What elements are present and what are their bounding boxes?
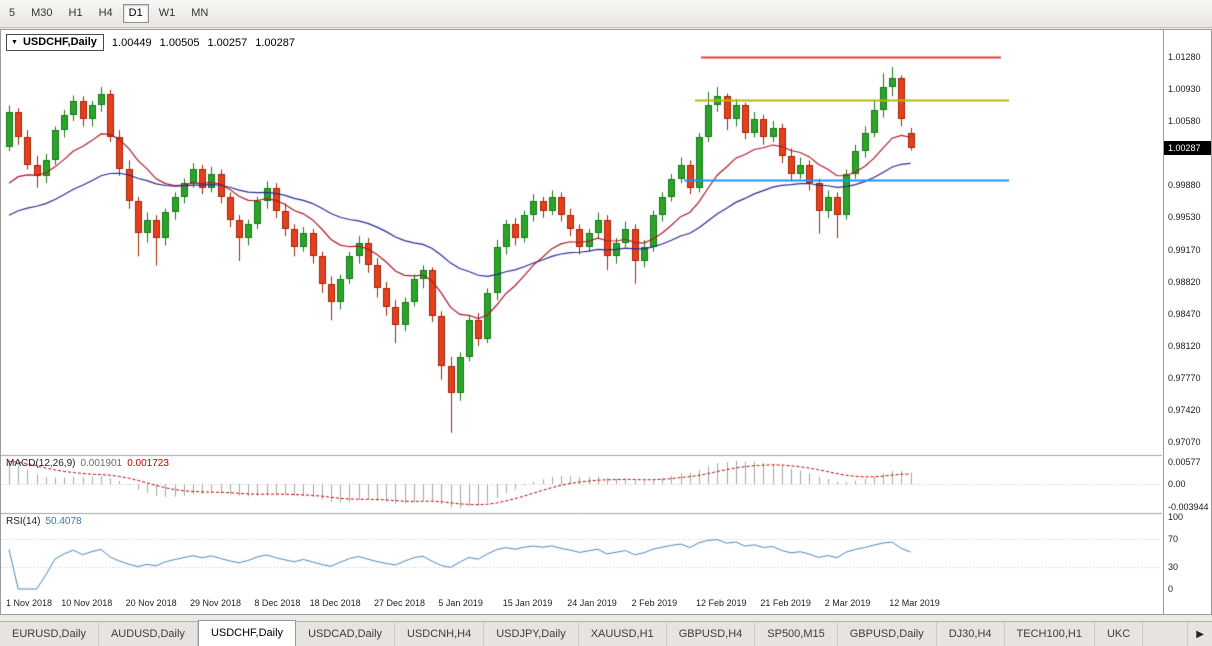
macd-indicator-label: MACD(12,26,9) 0.001901 0.001723 [6, 458, 174, 469]
symbol-tab-bar: EURUSD,Daily AUDUSD,Daily USDCHF,Daily USDC… [0, 620, 1212, 646]
tab-usdcad-daily[interactable]: USDCAD,Daily [296, 622, 396, 646]
price-axis-label: 1.01280 [1168, 52, 1201, 62]
date-label: 5 Jan 2019 [438, 598, 483, 608]
date-label: 8 Dec 2018 [254, 598, 301, 608]
price-axis[interactable]: 1.00287 1.01280 1.00930 1.00580 0.99880 0.99… [1163, 30, 1211, 614]
macd-axis-label: 0.00 [1168, 479, 1186, 490]
low-value: 1.00257 [207, 36, 248, 49]
date-label: 2 Mar 2019 [824, 598, 871, 608]
timeframe-button-m30[interactable]: M30 [31, 7, 53, 19]
price-axis-label: 0.98470 [1168, 308, 1201, 319]
close-value: 1.00287 [255, 36, 295, 49]
chart-window: ▼ USDCHF,Daily 1.00449 1.00505 1.00257 1… [0, 29, 1212, 615]
tab-usdchf-daily[interactable]: USDCHF,Daily [197, 620, 297, 646]
time-axis[interactable]: 1 Nov 2018 10 Nov 2018 20 Nov 2018 29 Nov 2… [1, 593, 1162, 613]
rsi-axis-label: 70 [1168, 533, 1179, 544]
tab-eurusd-daily[interactable]: EURUSD,Daily [0, 622, 99, 646]
rsi-current-value: 50.4078 [45, 516, 82, 527]
price-axis-label: 0.98820 [1168, 276, 1201, 287]
macd-name: MACD(12,26,9) [6, 458, 76, 469]
tab-gbpusd-daily[interactable]: GBPUSD,Daily [838, 622, 937, 646]
date-label: 2 Feb 2019 [631, 598, 678, 608]
date-label: 15 Jan 2019 [502, 598, 553, 608]
price-axis-label: 0.98120 [1168, 340, 1201, 351]
price-axis-label: 0.97070 [1168, 436, 1201, 447]
date-label: 1 Nov 2018 [6, 598, 53, 608]
date-label: 20 Nov 2018 [125, 598, 177, 608]
macd-signal-value: 0.001723 [127, 458, 169, 469]
timeframe-toolbar: 5 M30 H1 H4 D1 W1 MN [0, 0, 1212, 28]
date-label: 18 Dec 2018 [309, 598, 361, 608]
tab-xauusd-h1[interactable]: XAUUSD,H1 [579, 622, 667, 646]
timeframe-button-w1[interactable]: W1 [158, 7, 176, 19]
timeframe-button-h4[interactable]: H4 [98, 7, 113, 19]
price-axis-label: 0.97770 [1168, 372, 1201, 383]
tab-gbpusd-h4[interactable]: GBPUSD,H4 [667, 622, 756, 646]
open-value: 1.00449 [111, 36, 152, 49]
tab-dj30-h4[interactable]: DJ30,H4 [937, 622, 1005, 646]
macd-axis-label: 0.00577 [1168, 457, 1201, 467]
chart-title: ▼ USDCHF,Daily 1.00449 1.00505 1.00257 1… [6, 34, 295, 51]
price-axis-label: 0.99880 [1168, 180, 1201, 190]
symbol-selector[interactable]: ▼ USDCHF,Daily [6, 34, 104, 51]
date-label: 12 Mar 2019 [889, 598, 940, 608]
date-label: 10 Nov 2018 [61, 598, 113, 608]
price-chart-canvas[interactable] [1, 30, 1162, 593]
date-label: 24 Jan 2019 [567, 598, 617, 608]
current-price-badge: 1.00287 [1164, 140, 1211, 155]
collapse-icon: ▼ [11, 38, 18, 46]
date-label: 21 Feb 2019 [760, 598, 811, 608]
rsi-axis-label: 100 [1168, 512, 1184, 522]
price-axis-label: 1.00930 [1168, 84, 1201, 94]
timeframe-button-d1[interactable]: D1 [122, 4, 149, 23]
tab-usdjpy-daily[interactable]: USDJPY,Daily [484, 622, 579, 646]
date-label: 29 Nov 2018 [190, 598, 242, 608]
price-axis-label: 0.99170 [1168, 244, 1201, 255]
rsi-name: RSI(14) [6, 516, 41, 527]
macd-main-value: 0.001901 [80, 458, 123, 469]
tab-scroll-right-button[interactable]: ▶ [1187, 622, 1212, 646]
rsi-axis-label: 30 [1168, 562, 1179, 573]
timeframe-button-mn[interactable]: MN [191, 7, 209, 19]
high-value: 1.00505 [159, 36, 200, 49]
date-label: 12 Feb 2019 [696, 598, 747, 608]
tab-ukc[interactable]: UKC [1095, 622, 1144, 646]
rsi-indicator-label: RSI(14) 50.4078 [6, 516, 87, 527]
tab-audusd-daily[interactable]: AUDUSD,Daily [99, 622, 198, 646]
tab-tech100-h1[interactable]: TECH100,H1 [1005, 622, 1095, 646]
tab-usdcnh-h4[interactable]: USDCNH,H4 [395, 622, 485, 646]
macd-axis-label: -0.003944 [1168, 501, 1209, 512]
rsi-axis-label: 0 [1168, 584, 1174, 594]
timeframe-button-5[interactable]: 5 [9, 7, 16, 19]
date-label: 27 Dec 2018 [374, 598, 426, 608]
price-axis-label: 0.99530 [1168, 212, 1201, 222]
timeframe-button-h1[interactable]: H1 [68, 7, 83, 19]
price-axis-label: 0.97420 [1168, 404, 1201, 415]
symbol-label: USDCHF,Daily [22, 36, 97, 48]
price-axis-label: 1.00580 [1168, 116, 1201, 126]
tab-sp500-m15[interactable]: SP500,M15 [755, 622, 838, 646]
